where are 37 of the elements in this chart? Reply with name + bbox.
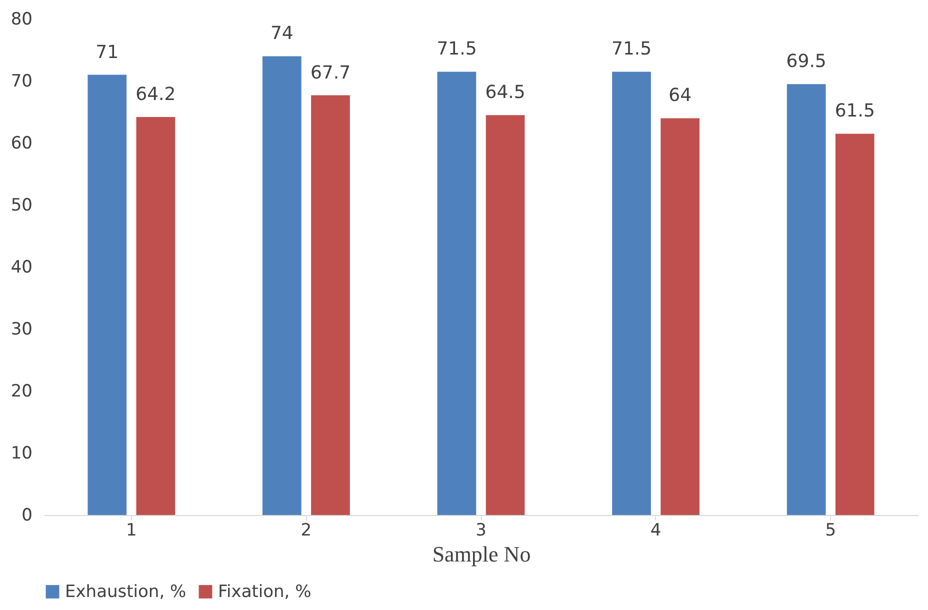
x-tick-label: 2 <box>300 520 312 540</box>
data-label: 71.5 <box>611 38 652 60</box>
x-tick-label: 5 <box>825 520 836 540</box>
x-axis-title: Sample No <box>432 542 531 566</box>
bar <box>437 72 476 515</box>
data-label: 64 <box>668 85 692 106</box>
y-tick-label: 0 <box>22 506 32 526</box>
bar <box>88 74 127 515</box>
y-tick-label: 70 <box>10 72 32 92</box>
data-label: 71 <box>96 42 119 63</box>
data-label: 64.2 <box>136 84 176 105</box>
bar <box>486 115 525 515</box>
x-tick-label: 4 <box>650 520 662 540</box>
data-label: 67.7 <box>310 62 351 84</box>
legend-label: Fixation, % <box>218 582 312 602</box>
y-tick-label: 10 <box>10 444 32 464</box>
y-tick-label: 50 <box>10 196 32 216</box>
data-label: 74 <box>270 23 294 44</box>
x-tick-label: 1 <box>126 520 137 540</box>
data-label: 71.5 <box>436 38 477 60</box>
bar <box>612 72 651 515</box>
bar <box>786 84 826 515</box>
data-label: 69.5 <box>786 51 826 72</box>
legend-label: Exhaustion, % <box>65 582 186 602</box>
bar <box>136 116 176 515</box>
y-tick-label: 20 <box>10 382 32 402</box>
bar <box>660 118 700 515</box>
bar <box>311 95 350 515</box>
bar <box>262 56 302 515</box>
data-label: 61.5 <box>834 100 875 122</box>
data-label: 64.5 <box>485 82 526 104</box>
y-tick-label: 30 <box>10 320 32 340</box>
bar <box>835 134 874 515</box>
y-tick-label: 80 <box>10 10 32 30</box>
y-tick-label: 60 <box>10 134 32 154</box>
x-tick-label: 3 <box>476 520 486 540</box>
y-tick-label: 40 <box>10 258 32 278</box>
